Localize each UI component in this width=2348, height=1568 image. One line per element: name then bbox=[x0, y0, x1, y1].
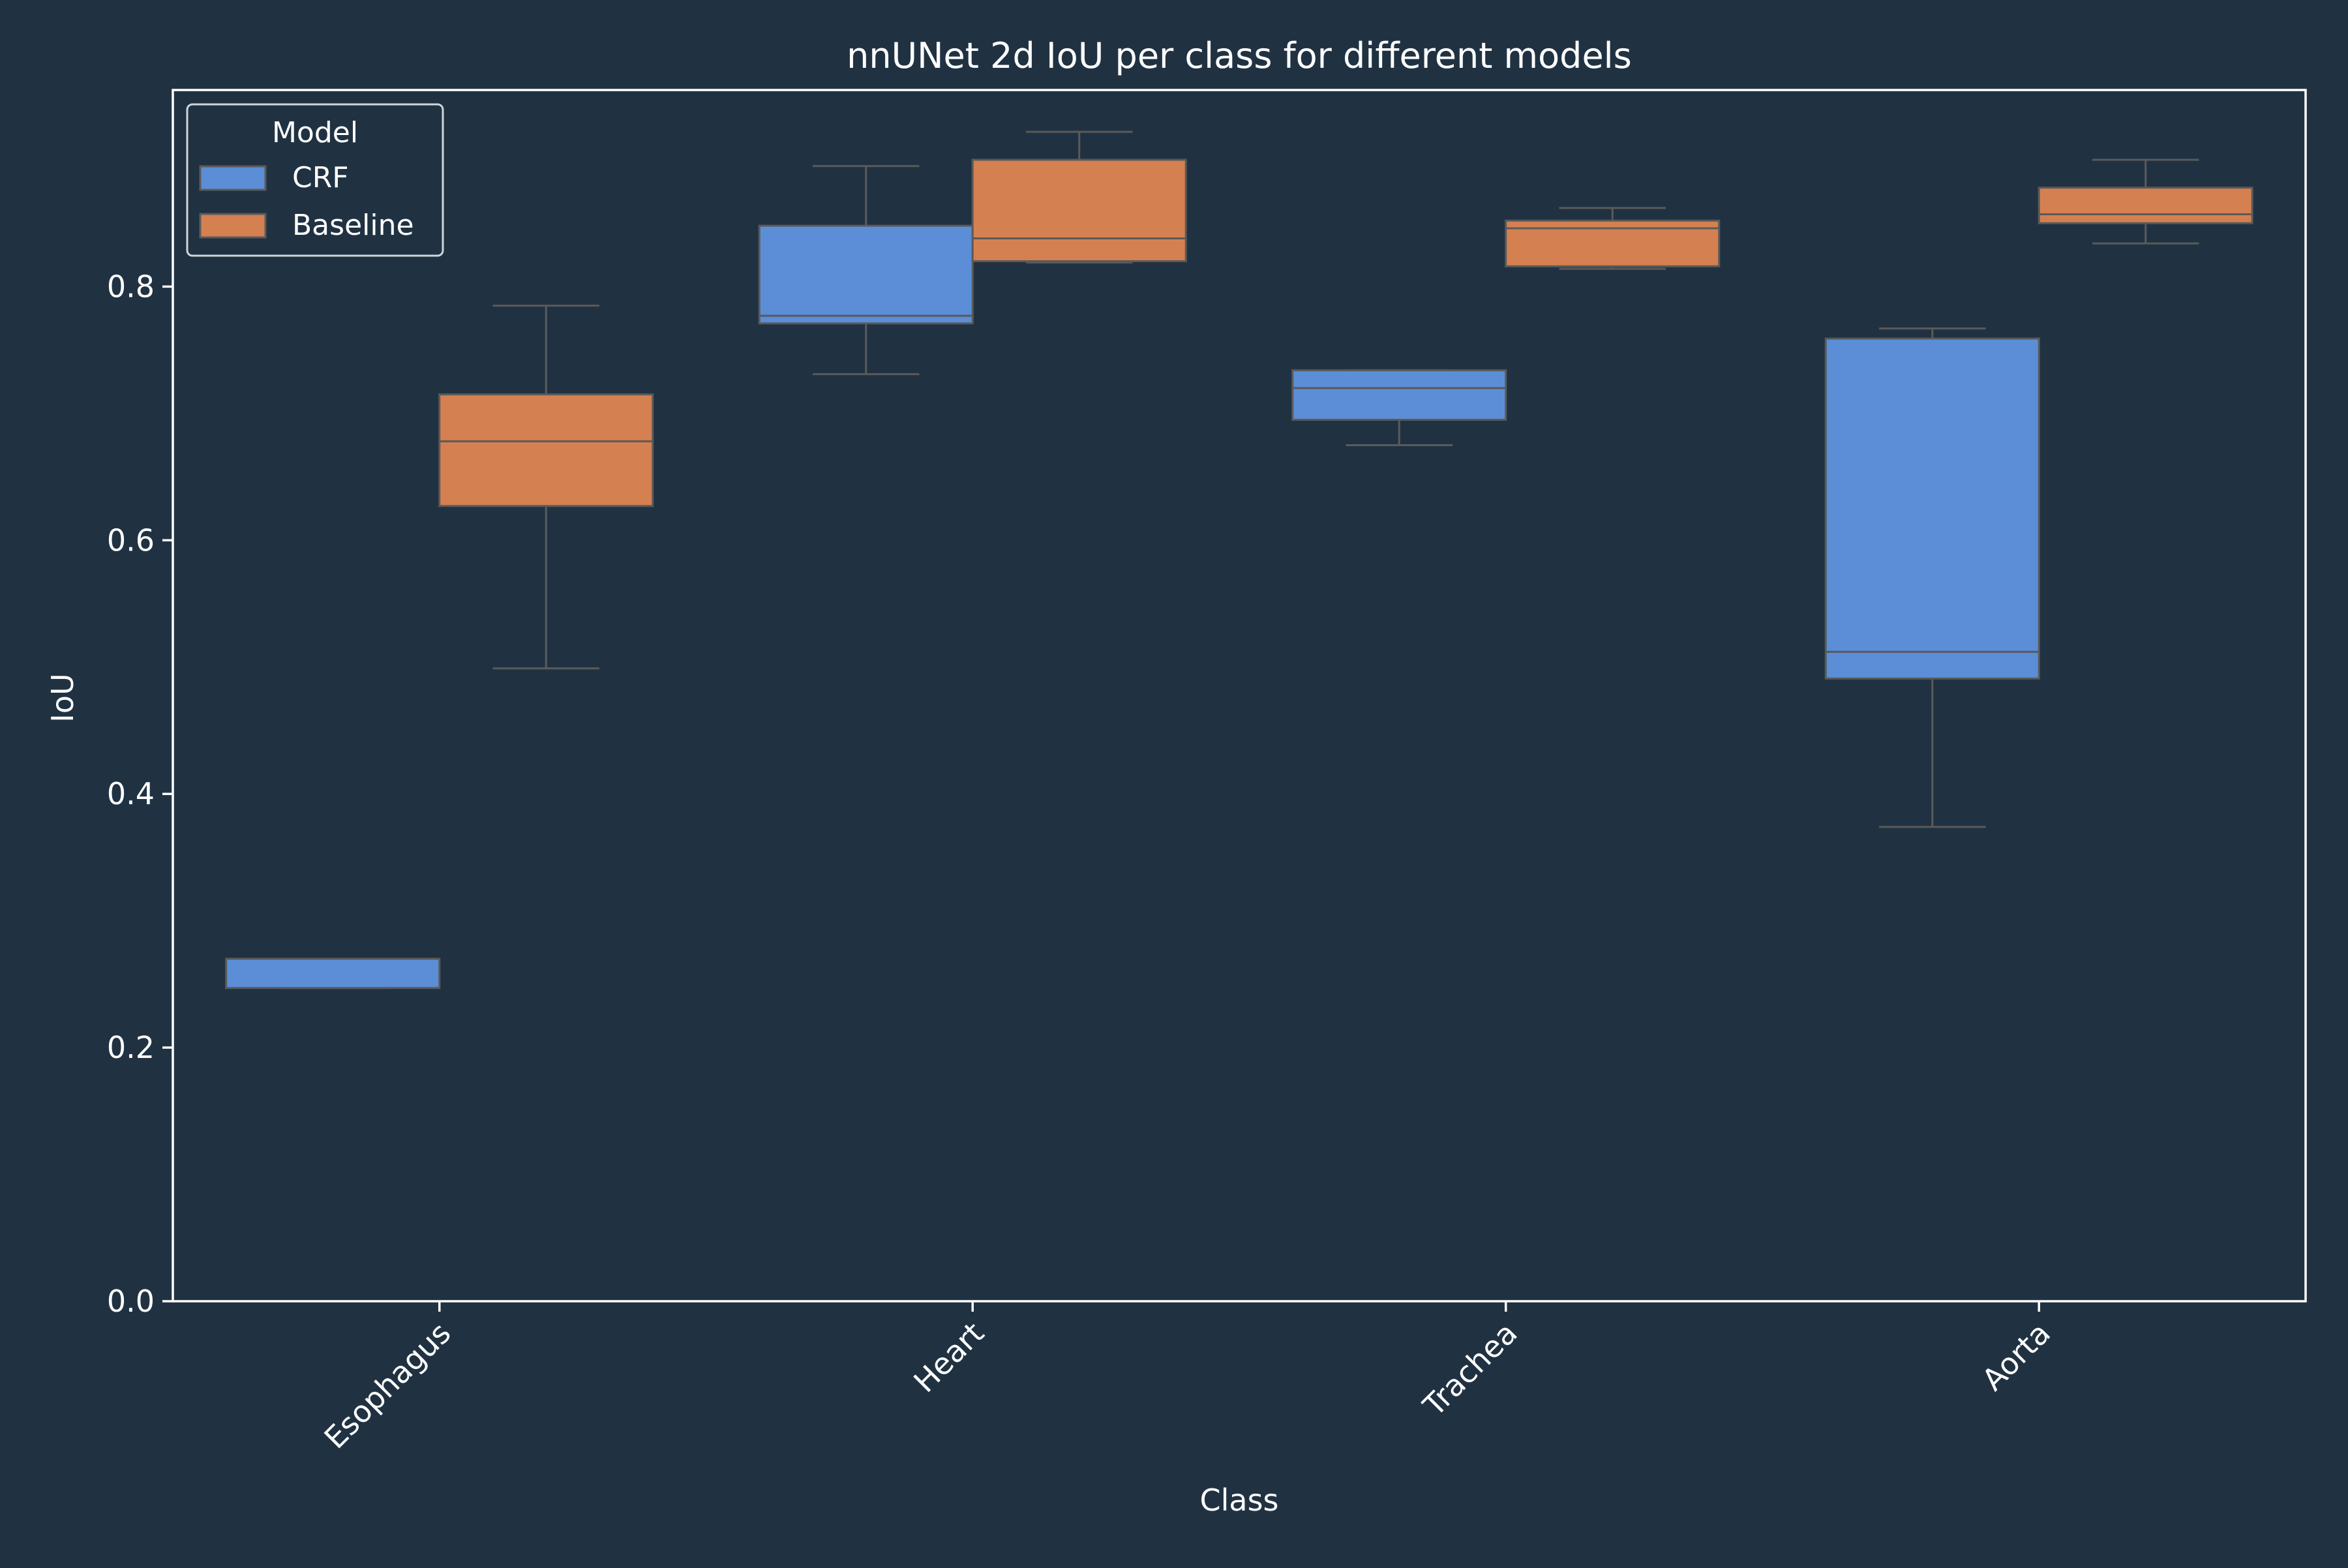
legend-label-baseline: Baseline bbox=[292, 209, 414, 242]
y-axis-label: IoU bbox=[45, 673, 80, 722]
box-aorta-crf bbox=[1824, 327, 2040, 828]
legend-swatch-crf bbox=[199, 165, 267, 191]
box-heart-crf bbox=[758, 165, 974, 376]
legend-label-crf: CRF bbox=[292, 161, 349, 194]
box-layer bbox=[225, 130, 2253, 989]
y-tick-label: 0.8 bbox=[107, 269, 155, 304]
box-body bbox=[438, 393, 654, 507]
box-body bbox=[971, 158, 1187, 263]
chart-title: nnUNet 2d IoU per class for different mo… bbox=[847, 35, 1632, 76]
box-heart-baseline bbox=[971, 130, 1187, 264]
box-esophagus-crf bbox=[225, 957, 441, 989]
box-body bbox=[2038, 187, 2253, 224]
box-esophagus-baseline bbox=[438, 305, 654, 670]
x-axis-label: Class bbox=[1199, 1483, 1278, 1518]
box-body bbox=[1291, 369, 1507, 421]
box-trachea-crf bbox=[1291, 369, 1507, 446]
box-body bbox=[225, 957, 441, 989]
box-aorta-baseline bbox=[2038, 158, 2253, 245]
box-trachea-baseline bbox=[1505, 207, 1721, 270]
legend-title: Model bbox=[272, 116, 358, 149]
legend: Model CRF Baseline bbox=[186, 103, 444, 257]
axes-frame bbox=[172, 89, 2307, 1303]
box-body bbox=[1824, 337, 2040, 680]
y-tick-label: 0.6 bbox=[107, 522, 155, 558]
y-tick-label: 0.4 bbox=[107, 776, 155, 811]
y-tick-label: 0.0 bbox=[107, 1284, 155, 1319]
box-body bbox=[758, 224, 974, 325]
legend-swatch-baseline bbox=[199, 213, 267, 239]
y-tick-label: 0.2 bbox=[107, 1030, 155, 1065]
